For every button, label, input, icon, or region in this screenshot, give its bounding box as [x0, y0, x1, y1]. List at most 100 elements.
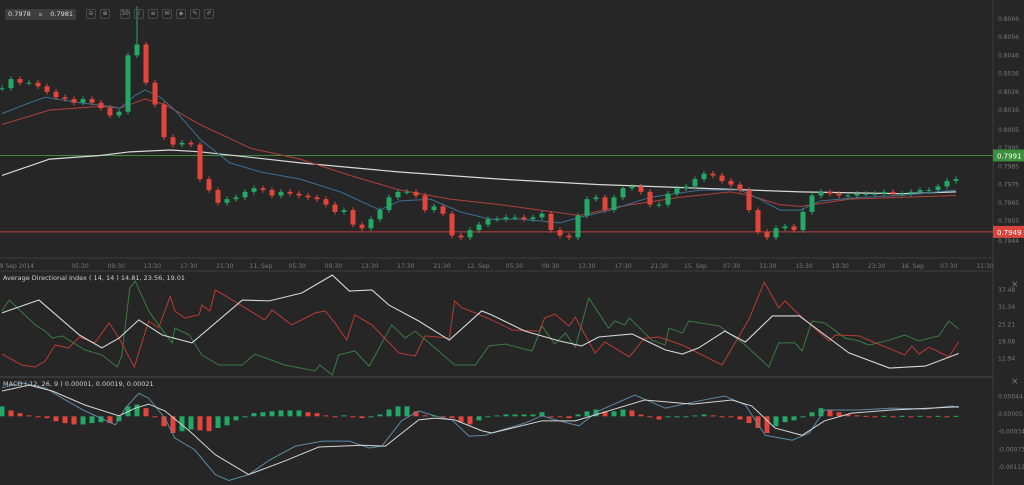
time-tick-label: 09:30 [542, 263, 559, 270]
macd-histogram-bar [395, 406, 401, 417]
candle-body [206, 179, 212, 191]
candle-body [152, 82, 158, 105]
macd-histogram-bar [953, 415, 959, 417]
candle-body [620, 188, 626, 198]
candle-body [98, 102, 104, 109]
macd-histogram-bar [827, 409, 833, 417]
envelope-icon[interactable]: ✉ [162, 9, 172, 19]
candle-body [710, 173, 716, 176]
edit-icon[interactable]: ✎ [190, 9, 200, 19]
candle-body [593, 197, 599, 200]
candle-body [314, 197, 320, 200]
macd-histogram-bar [548, 416, 554, 418]
candle-body [539, 213, 545, 218]
price-tick-label: 0.8026 [998, 89, 1019, 96]
candle-body [683, 186, 689, 189]
resistance-label: 0.7991 [997, 152, 1022, 160]
macd-histogram-bar [836, 412, 842, 417]
candle-body [602, 197, 608, 211]
macd-histogram-bar [251, 413, 257, 417]
macd-histogram-bar [620, 409, 626, 417]
chart-toolbar: 0.7978 0.7981 ⊖ ⊕ 30 ⁞ ≡ ✉ ◈ ✎ ✐ [5, 8, 214, 20]
macd-histogram-bar [674, 416, 680, 418]
macd-histogram-bar [458, 416, 464, 423]
close-macd-icon[interactable]: × [1011, 377, 1019, 387]
macd-histogram-bar [350, 416, 356, 418]
macd-histogram-bar [629, 410, 635, 417]
macd-histogram-bar [530, 414, 536, 417]
candle-body [368, 219, 374, 229]
macd-histogram-bar [647, 416, 653, 418]
candle-body [170, 137, 176, 145]
candle-body [944, 180, 950, 187]
draw-icon[interactable]: ✐ [204, 9, 214, 19]
candle-body [521, 217, 527, 220]
candle-body [161, 104, 167, 138]
macd-histogram-bar [566, 416, 572, 419]
macd-histogram-bar [224, 416, 230, 426]
candle-body [872, 193, 878, 195]
tag-icon[interactable]: ◈ [176, 9, 186, 19]
macd-histogram-bar [818, 408, 824, 417]
adx-tick-label: 19.08 [998, 339, 1015, 346]
macd-histogram-bar [386, 409, 392, 417]
candle-body [818, 191, 824, 196]
macd-histogram-bar [521, 414, 527, 417]
macd-tick-label: -0.00112 [998, 464, 1024, 471]
spread-icon [39, 12, 42, 16]
macd-tick-label: 0.00005 [998, 411, 1023, 418]
candle-body [638, 186, 644, 192]
macd-histogram-bar [557, 416, 563, 418]
candle-body [503, 217, 509, 220]
time-tick-label: 07:30 [723, 263, 740, 270]
candle-body [755, 210, 761, 232]
macd-histogram-bar [107, 416, 113, 424]
candle-body [674, 188, 680, 194]
adx-tick-label: 37.48 [998, 287, 1015, 294]
candle-body [611, 197, 617, 211]
candle-body [737, 184, 743, 191]
candle-body [0, 88, 5, 90]
macd-histogram-bar [494, 415, 500, 417]
macd-histogram-bar [53, 416, 59, 422]
macd-histogram-bar [368, 416, 374, 418]
time-tick-label: 12. Sep [467, 263, 490, 270]
candle-body [260, 188, 266, 191]
timeframe-button[interactable]: 30 [120, 9, 130, 19]
time-tick-label: 09:30 [325, 263, 342, 270]
price-panel[interactable]: 09 Sep 2014 05:30 09:30 13:30 17:30 21:30 11. … [0, 6, 1024, 270]
macd-histogram-bar [98, 416, 104, 423]
price-tick-label: 0.7975 [998, 182, 1019, 189]
candle-body [485, 219, 491, 225]
candle-body [719, 175, 725, 181]
macd-histogram-bar [188, 416, 194, 430]
macd-histogram-bar [260, 412, 266, 417]
macd-histogram-bar [278, 410, 284, 417]
close-adx-icon[interactable]: × [1011, 280, 1019, 290]
macd-histogram-bar [512, 414, 518, 417]
macd-histogram-bar [287, 410, 293, 417]
adx-panel[interactable]: 37.48 31.34 25.21 19.08 12.94 [1, 274, 1015, 376]
candle-body [71, 99, 77, 103]
zoom-out-icon[interactable]: ⊖ [86, 9, 96, 19]
candle-body [890, 191, 896, 194]
price-tick-label: 0.8016 [998, 107, 1019, 114]
price-tick-label: 0.8046 [998, 52, 1019, 59]
zoom-in-icon[interactable]: ⊕ [100, 9, 110, 19]
macd-panel[interactable]: 0.00044 0.00005 -0.00034 -0.00073 -0.00112 [0, 382, 1024, 482]
macd-line [1, 382, 959, 482]
macd-histogram-bar [413, 411, 419, 417]
candle-body [863, 193, 869, 195]
candlestick-icon[interactable]: ⁞ [134, 9, 144, 19]
macd-histogram-bar [944, 416, 950, 418]
candle-body [467, 230, 473, 238]
macd-histogram-bar [71, 416, 77, 425]
macd-histogram-bar [782, 416, 788, 423]
macd-histogram-bar [863, 415, 869, 417]
time-tick-label: 07:30 [940, 263, 957, 270]
resistance-badge [993, 149, 1024, 162]
macd-histogram-bar [134, 404, 140, 417]
indicators-icon[interactable]: ≡ [148, 9, 158, 19]
